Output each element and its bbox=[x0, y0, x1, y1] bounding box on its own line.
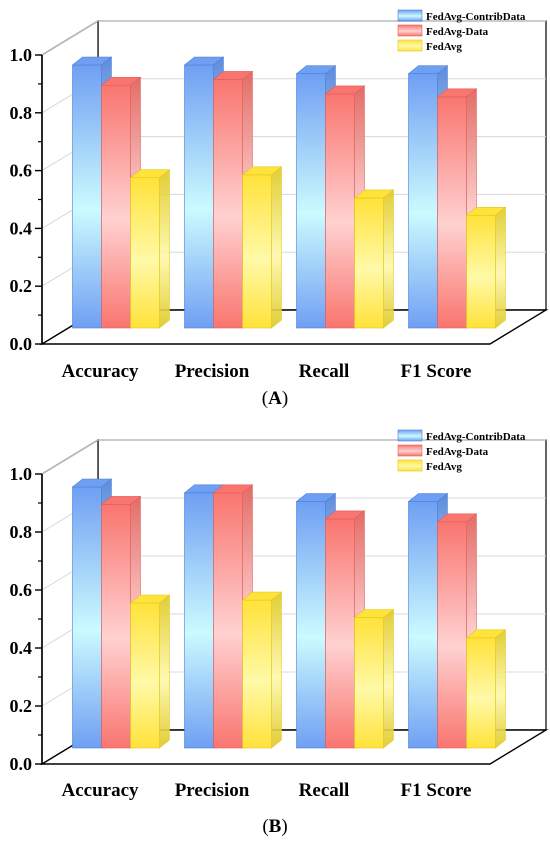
panel-b-precision-fedavg-bar bbox=[241, 591, 283, 749]
panel-a-y-tick-label: 0.6 bbox=[10, 161, 33, 181]
panel-b-f1-score-fedavg-bar bbox=[465, 629, 507, 749]
panel-b-legend-swatch-fedavg-contribdata bbox=[397, 429, 423, 442]
panel-a-legend-swatch-fedavg-data bbox=[397, 24, 423, 37]
panel-a-x-label-f1-score: F1 Score bbox=[401, 361, 472, 382]
panel-b-legend-swatch-fedavg bbox=[397, 459, 423, 472]
panel-b-y-tick-label: 0.0 bbox=[10, 754, 33, 774]
panel-a-x-label-precision: Precision bbox=[175, 361, 250, 382]
panel-a-legend-label-fedavg-data: FedAvg-Data bbox=[426, 26, 489, 38]
panel-b-letter: B bbox=[268, 816, 282, 837]
panel-b-x-label-accuracy: Accuracy bbox=[61, 780, 139, 801]
panel-a-caption: (A) bbox=[261, 388, 289, 409]
panel-b-recall-fedavg-bar bbox=[353, 608, 395, 749]
panel-a-precision-fedavg-bar bbox=[241, 166, 283, 329]
chart-panel-a: 0.0 0.2 0.4 0.6 0.8 1.0 Accuracy Precision Recal… bbox=[10, 9, 549, 382]
panel-b-recall-fedavg-data-bar bbox=[324, 510, 366, 749]
panel-a-legend-label-fedavg-contribdata: FedAvg-ContribData bbox=[426, 11, 526, 23]
panel-a-accuracy-fedavg-bar bbox=[129, 169, 171, 329]
panel-b-accuracy-fedavg-bar bbox=[129, 594, 171, 749]
panel-a-legend-label-fedavg: FedAvg bbox=[426, 41, 462, 53]
panel-a-x-label-recall: Recall bbox=[299, 361, 350, 382]
panel-a-y-tick-label: 0.0 bbox=[10, 334, 33, 354]
chart-panel-b: 0.0 0.2 0.4 0.6 0.8 1.0 Accuracy Precision Recal… bbox=[10, 429, 549, 801]
panel-b-gridline bbox=[41, 439, 546, 475]
panel-b-legend-swatch-fedavg-data bbox=[397, 444, 423, 457]
panel-b-legend-label-fedavg: FedAvg bbox=[426, 461, 462, 473]
panel-a-legend-swatch-fedavg bbox=[397, 39, 423, 52]
panel-a-y-tick-label: 1.0 bbox=[10, 45, 33, 65]
panel-b-x-label-f1-score: F1 Score bbox=[401, 780, 472, 801]
panel-b-y-tick-label: 0.8 bbox=[10, 522, 33, 542]
panel-b-caption: (B) bbox=[262, 816, 288, 837]
panel-b-x-label-recall: Recall bbox=[299, 780, 350, 801]
panel-b-legend-label-fedavg-data: FedAvg-Data bbox=[426, 446, 489, 458]
panel-a-gridline bbox=[41, 20, 546, 56]
panel-a-f1-score-fedavg-bar bbox=[465, 206, 507, 329]
panel-b-y-tick-label: 0.6 bbox=[10, 580, 33, 600]
panel-a-y-tick-label: 0.8 bbox=[10, 103, 33, 123]
panel-b-y-tick-label: 1.0 bbox=[10, 464, 33, 484]
panel-b-y-tick-label: 0.4 bbox=[10, 638, 33, 658]
panel-a-letter: A bbox=[268, 388, 282, 409]
panel-a-recall-fedavg-bar bbox=[353, 189, 395, 329]
panel-a-legend-swatch-fedavg-contribdata bbox=[397, 9, 423, 22]
panel-b-legend-label-fedavg-contribdata: FedAvg-ContribData bbox=[426, 431, 526, 443]
panel-a-x-label-accuracy: Accuracy bbox=[61, 361, 139, 382]
panel-a-recall-fedavg-data-bar bbox=[324, 85, 366, 329]
panel-a-y-tick-label: 0.4 bbox=[10, 218, 33, 238]
panel-b-y-tick-label: 0.2 bbox=[10, 696, 33, 716]
panel-b-x-label-precision: Precision bbox=[175, 780, 250, 801]
panel-a-y-tick-label: 0.2 bbox=[10, 276, 33, 296]
